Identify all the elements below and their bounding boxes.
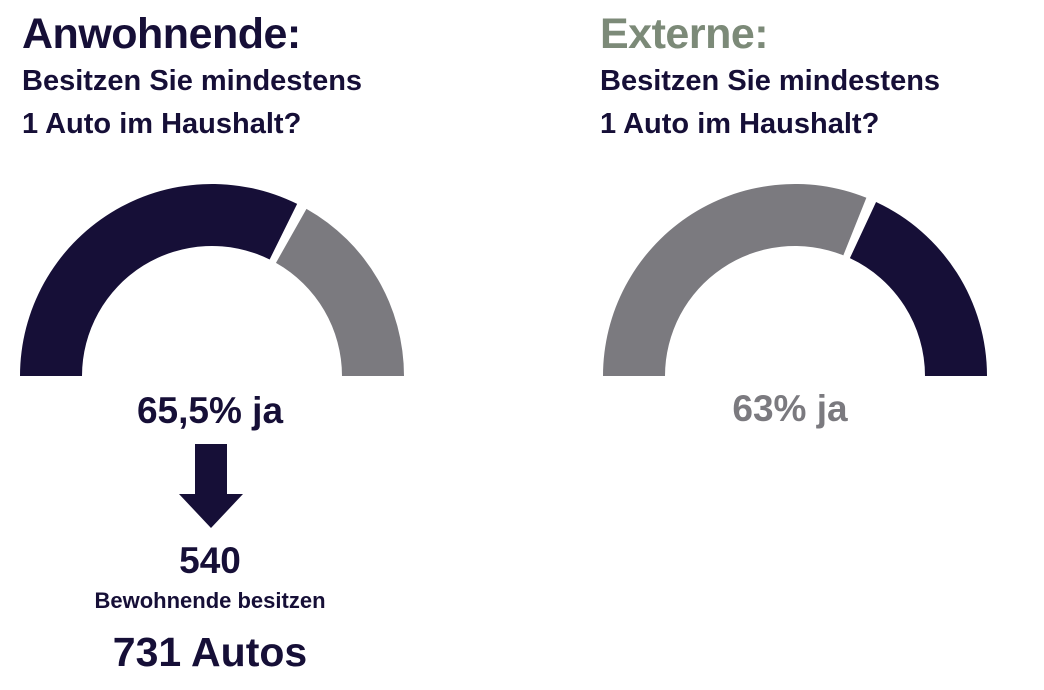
- left-count-caption: Bewohnende besitzen: [94, 588, 326, 613]
- right-question-line2: 1 Auto im Haushalt?: [600, 108, 880, 140]
- left-title: Anwohnende:: [22, 10, 301, 58]
- left-gauge-slice-nein: [275, 208, 404, 376]
- right-title: Externe:: [600, 10, 769, 58]
- arrow-down-icon: [179, 444, 243, 528]
- left-question-line2: 1 Auto im Haushalt?: [22, 108, 302, 140]
- right-question: Besitzen Sie mindestens 1 Auto im Hausha…: [600, 60, 1044, 146]
- left-question-line1: Besitzen Sie mindestens: [22, 65, 363, 97]
- right-gauge-chart: [603, 184, 987, 376]
- left-percent-label: 65,5% ja: [136, 390, 284, 431]
- left-gauge-chart: [20, 183, 404, 376]
- left-question: Besitzen Sie mindestens 1 Auto im Hausha…: [22, 60, 492, 146]
- right-question-line1: Besitzen Sie mindestens: [600, 65, 941, 97]
- left-cars: 731 Autos: [112, 629, 308, 675]
- left-count: 540: [179, 540, 241, 581]
- right-gauge-slice-ja: [603, 184, 867, 376]
- right-percent-label: 63% ja: [732, 388, 848, 429]
- right-gauge-slice-nein: [849, 201, 987, 376]
- left-gauge-slice-ja: [20, 183, 298, 376]
